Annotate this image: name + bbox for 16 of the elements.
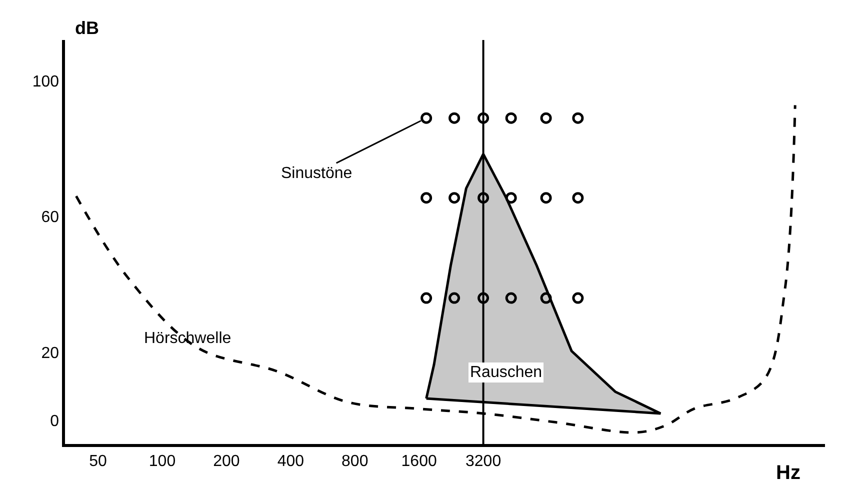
annotation: Hörschwelle [144, 330, 232, 347]
y-tick-label: 20 [41, 344, 60, 362]
y-axis-title: dB [75, 18, 99, 38]
x-axis-title: Hz [776, 462, 800, 484]
y-tick-label: 0 [50, 412, 60, 430]
annotation: Sinustöne [281, 165, 352, 182]
x-tick-label: 50 [89, 452, 108, 470]
x-tick-label: 200 [213, 452, 240, 470]
x-tick-label: 3200 [465, 452, 502, 470]
annotation: Rauschen [470, 364, 542, 381]
y-tick-label: 60 [41, 209, 60, 226]
x-tick-label: 800 [342, 452, 368, 470]
x-tick-label: 1600 [401, 452, 437, 470]
x-tick-label: 400 [277, 452, 304, 470]
y-tick-label: 100 [32, 73, 60, 90]
x-tick-label: 100 [148, 452, 176, 470]
